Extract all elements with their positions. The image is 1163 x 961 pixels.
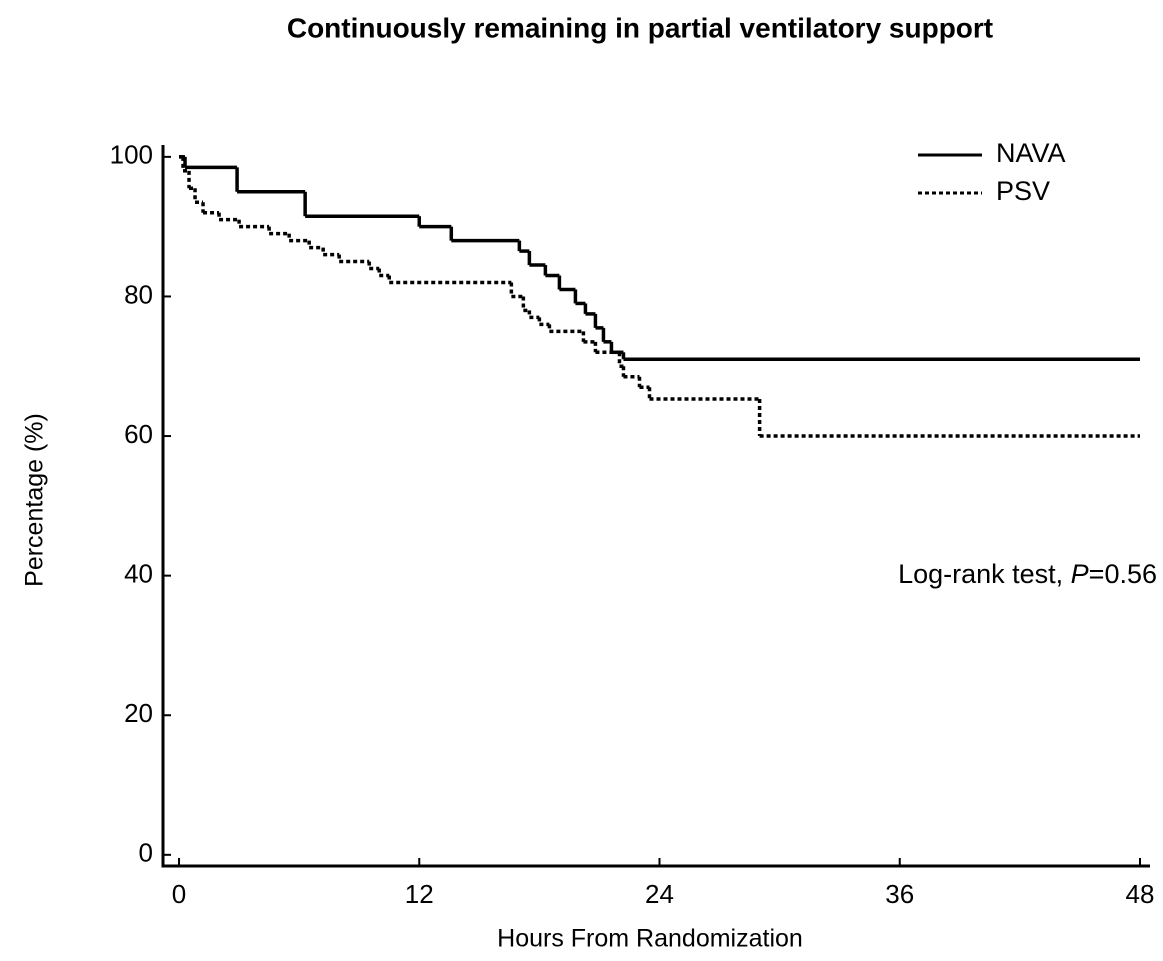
chart-title: Continuously remaining in partial ventil… <box>287 12 993 43</box>
y-tick-label: 60 <box>124 419 153 449</box>
annotation-text: =0.56 <box>1089 559 1157 589</box>
y-tick-label: 40 <box>124 559 153 589</box>
annotation: Log-rank test, P=0.56 <box>898 559 1157 589</box>
y-tick-label: 20 <box>124 698 153 728</box>
legend-label: NAVA <box>996 138 1066 168</box>
x-tick-label: 24 <box>645 879 674 909</box>
x-tick-label: 48 <box>1126 879 1155 909</box>
y-tick-label: 100 <box>110 140 153 170</box>
y-tick-label: 80 <box>124 279 153 309</box>
x-tick-label: 12 <box>405 879 434 909</box>
y-tick-label: 0 <box>139 838 153 868</box>
x-tick-label: 0 <box>172 879 186 909</box>
x-tick-label: 36 <box>885 879 914 909</box>
y-axis-label: Percentage (%) <box>21 413 49 587</box>
x-axis-label: Hours From Randomization <box>497 925 803 953</box>
annotation-text: P <box>1071 559 1089 589</box>
legend-label: PSV <box>996 176 1050 206</box>
annotation-text: Log-rank test, <box>898 559 1071 589</box>
